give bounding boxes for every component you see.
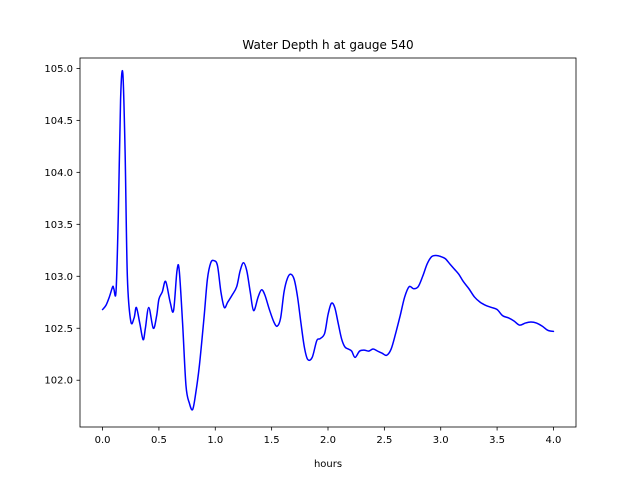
plot-area-frame — [79, 57, 577, 428]
y-axis-ticks: 102.0 102.5 103.0 103.5 104.0 104.5 105.0 — [44, 64, 80, 387]
y-tick-label: 104.0 — [44, 168, 73, 179]
x-tick-label: 2.5 — [376, 435, 392, 446]
x-tick-label: 0.5 — [151, 435, 167, 446]
water-depth-line — [101, 69, 555, 411]
chart-title: Water Depth h at gauge 540 — [242, 38, 413, 52]
x-axis-ticks: 0.0 0.5 1.0 1.5 2.0 2.5 3.0 3.5 4.0 — [95, 427, 562, 446]
y-tick-label: 102.5 — [44, 324, 73, 335]
x-axis-label: hours — [314, 459, 342, 470]
x-tick-label: 3.5 — [489, 435, 505, 446]
x-tick-label: 1.0 — [207, 435, 223, 446]
y-tick-label: 103.5 — [44, 220, 73, 231]
y-tick-label: 104.5 — [44, 116, 73, 127]
y-tick-label: 102.0 — [44, 376, 73, 387]
x-tick-label: 3.0 — [433, 435, 449, 446]
x-tick-label: 2.0 — [320, 435, 336, 446]
x-tick-label: 4.0 — [546, 435, 562, 446]
y-tick-label: 105.0 — [44, 64, 73, 75]
x-tick-label: 1.5 — [264, 435, 280, 446]
x-tick-label: 0.0 — [95, 435, 111, 446]
y-tick-label: 103.0 — [44, 272, 73, 283]
